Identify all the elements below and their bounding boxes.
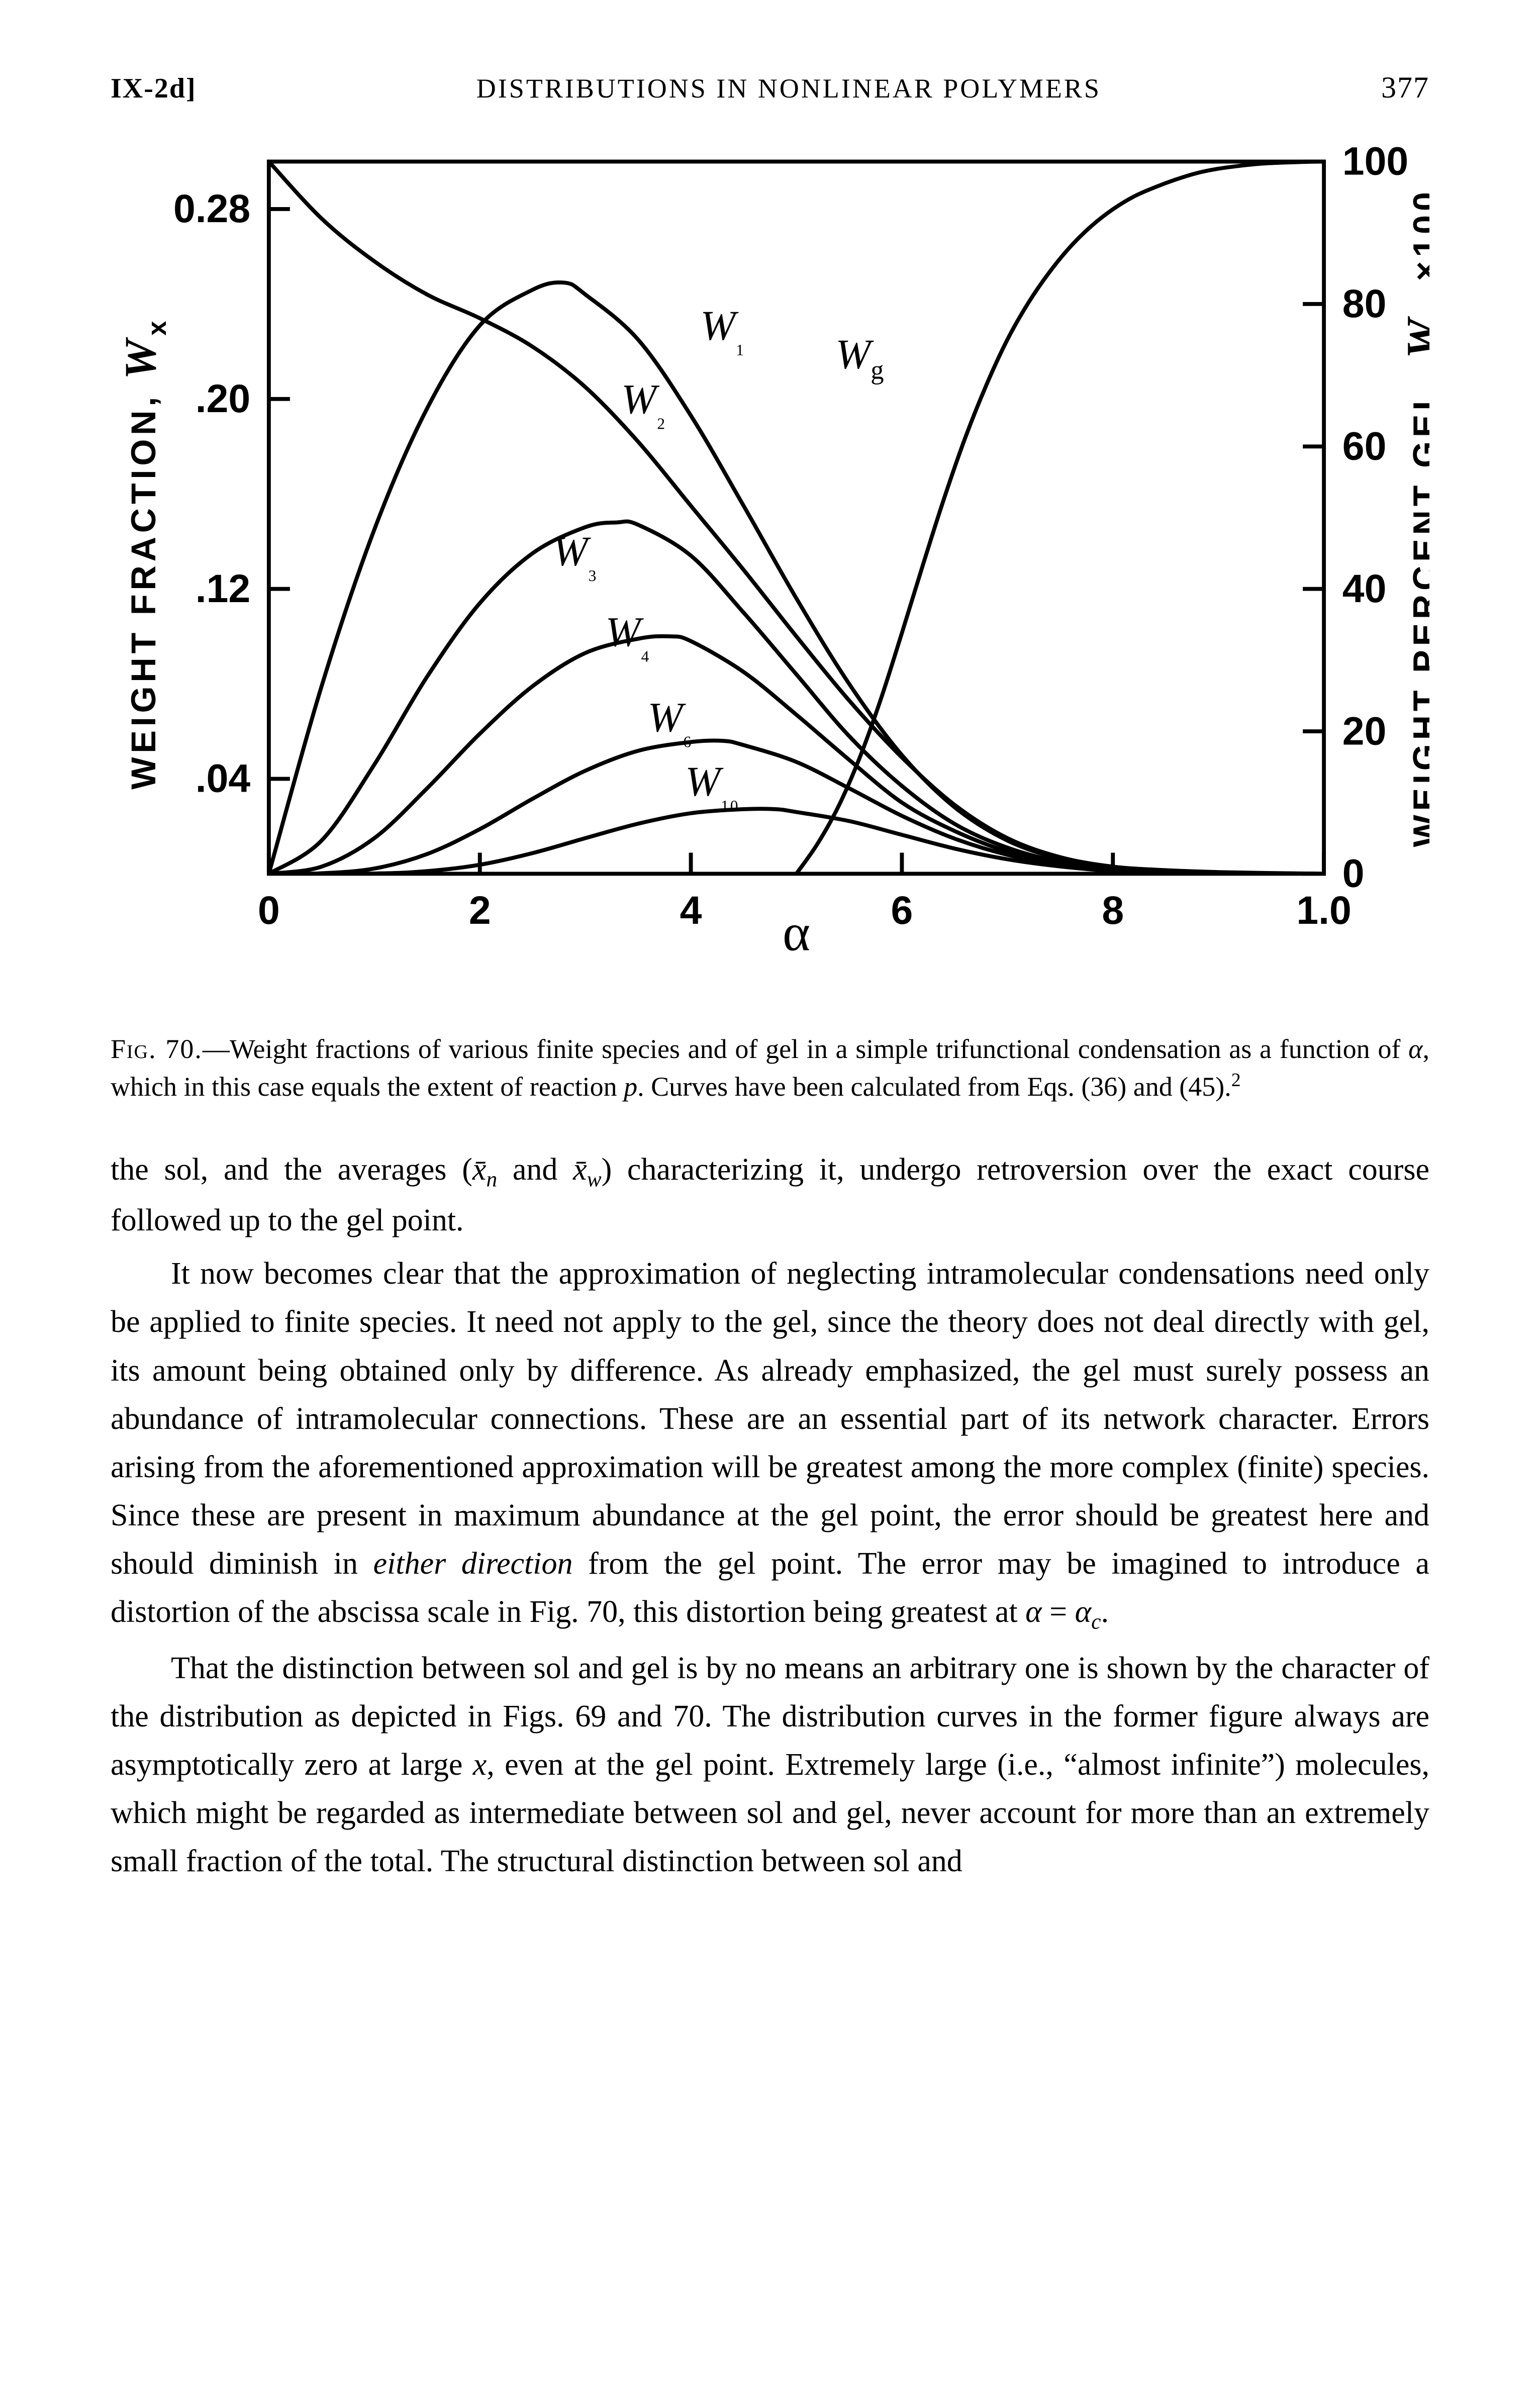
y-left-tick-label: .20 <box>196 376 250 421</box>
series-w1 <box>269 161 1324 874</box>
caption-text-a: —Weight fractions of various finite spec… <box>203 1034 1408 1064</box>
figure-70-caption: Fig. 70.—Weight fractions of various fin… <box>111 1031 1429 1105</box>
series-label-w10: W₁₀ <box>685 758 739 812</box>
body-text: the sol, and the averages (x̄n and x̄w) … <box>111 1145 1429 1886</box>
series-label-w1: W₁ <box>700 303 744 356</box>
series-w10 <box>269 809 1324 874</box>
series-label-w3: W₃ <box>553 528 597 582</box>
x-tick-label: 8 <box>1102 888 1124 932</box>
page: IX-2d] DISTRIBUTIONS IN NONLINEAR POLYME… <box>0 0 1540 2404</box>
p2-a: It now becomes clear that the approximat… <box>111 1257 1429 1581</box>
p1-xw: x̄ <box>573 1152 587 1187</box>
p2-alpha1: α <box>1025 1595 1042 1629</box>
caption-alpha: α <box>1408 1034 1422 1064</box>
figure-70-chart: 024681.0α.04.12.200.28020406080100WEIGHT… <box>111 135 1429 1006</box>
p2-c: c <box>1091 1609 1101 1633</box>
paragraph-1: the sol, and the averages (x̄n and x̄w) … <box>111 1145 1429 1245</box>
p2-alpha2: α <box>1075 1595 1092 1629</box>
y-left-tick-label: .04 <box>196 756 251 801</box>
caption-lead: Fig. 70. <box>111 1034 203 1064</box>
series-label-wg: Wg <box>835 331 884 384</box>
series-w6 <box>269 740 1324 874</box>
p1-a: the sol, and the averages ( <box>111 1152 472 1187</box>
section-code: IX-2d] <box>111 72 197 105</box>
running-head: IX-2d] DISTRIBUTIONS IN NONLINEAR POLYME… <box>111 70 1429 105</box>
y-right-axis-label: WEIGHT PERCENT GEL, Wg ×100 <box>1398 188 1429 847</box>
p2-eq: = <box>1042 1595 1075 1629</box>
caption-footnote: 2 <box>1231 1070 1241 1091</box>
caption-text-c: . Curves have been calculated from Eqs. … <box>637 1072 1231 1102</box>
series-label-w6: W₆ <box>647 694 692 748</box>
p2-end: . <box>1101 1595 1109 1629</box>
series-label-w4: W₄ <box>605 609 649 662</box>
y-right-tick-label: 60 <box>1342 424 1387 468</box>
series-w2 <box>269 282 1324 874</box>
x-tick-label: 2 <box>469 888 491 932</box>
series-w3 <box>269 521 1324 874</box>
y-right-tick-label: 100 <box>1342 139 1408 183</box>
x-tick-label: 6 <box>891 888 913 932</box>
p1-xw-sub: w <box>587 1167 602 1191</box>
page-number: 377 <box>1381 70 1429 105</box>
y-left-axis-label: WEIGHT FRACTION, Wx <box>116 317 172 790</box>
y-right-tick-label: 0 <box>1342 851 1365 896</box>
p1-b: and <box>497 1152 573 1187</box>
x-tick-label: 0 <box>258 888 280 932</box>
y-left-tick-label: 0.28 <box>173 186 250 231</box>
paragraph-2: It now becomes clear that the approximat… <box>111 1249 1429 1639</box>
caption-p: p <box>624 1072 637 1102</box>
figure-70: 024681.0α.04.12.200.28020406080100WEIGHT… <box>111 135 1429 1006</box>
series-wg <box>796 161 1324 874</box>
p2-em: either direction <box>373 1547 573 1581</box>
page-title: DISTRIBUTIONS IN NONLINEAR POLYMERS <box>476 73 1101 104</box>
y-right-tick-label: 20 <box>1342 709 1387 753</box>
y-left-tick-label: .12 <box>196 566 250 611</box>
y-right-tick-label: 40 <box>1342 566 1387 611</box>
y-right-tick-label: 80 <box>1342 281 1387 326</box>
p1-xn: x̄ <box>472 1152 487 1187</box>
x-tick-label: 4 <box>680 888 702 932</box>
p1-xn-sub: n <box>486 1167 497 1191</box>
series-label-w2: W₂ <box>621 376 665 430</box>
p3-x: x <box>473 1748 487 1782</box>
x-axis-label: α <box>783 903 810 962</box>
paragraph-3: That the distinction between sol and gel… <box>111 1644 1429 1885</box>
